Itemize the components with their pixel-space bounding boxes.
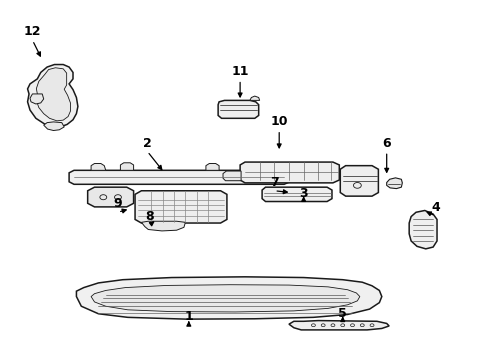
Text: 6: 6 xyxy=(382,136,391,149)
Polygon shape xyxy=(69,170,290,184)
Text: 9: 9 xyxy=(114,198,122,211)
Text: 4: 4 xyxy=(431,201,440,214)
Polygon shape xyxy=(218,100,259,118)
Polygon shape xyxy=(289,320,389,330)
Polygon shape xyxy=(267,165,279,170)
Polygon shape xyxy=(121,163,134,170)
Polygon shape xyxy=(340,166,378,196)
Polygon shape xyxy=(387,178,402,189)
Polygon shape xyxy=(91,285,360,312)
Text: 8: 8 xyxy=(146,210,154,223)
Polygon shape xyxy=(88,187,134,207)
Polygon shape xyxy=(250,96,260,100)
Polygon shape xyxy=(262,187,332,202)
Polygon shape xyxy=(44,122,64,131)
Polygon shape xyxy=(223,171,241,181)
Text: 1: 1 xyxy=(184,310,193,323)
Polygon shape xyxy=(206,163,219,170)
Polygon shape xyxy=(142,221,185,231)
Polygon shape xyxy=(409,211,437,249)
Polygon shape xyxy=(91,163,106,170)
Text: 2: 2 xyxy=(143,136,151,149)
Polygon shape xyxy=(27,64,78,127)
Text: 12: 12 xyxy=(24,25,41,39)
Text: 10: 10 xyxy=(270,115,288,128)
Polygon shape xyxy=(36,68,71,121)
Text: 11: 11 xyxy=(231,65,249,78)
Text: 7: 7 xyxy=(270,176,279,189)
Text: 5: 5 xyxy=(339,307,347,320)
Polygon shape xyxy=(30,94,44,104)
Text: 3: 3 xyxy=(299,187,308,200)
Polygon shape xyxy=(240,162,339,183)
Polygon shape xyxy=(76,277,382,319)
Polygon shape xyxy=(135,191,227,223)
